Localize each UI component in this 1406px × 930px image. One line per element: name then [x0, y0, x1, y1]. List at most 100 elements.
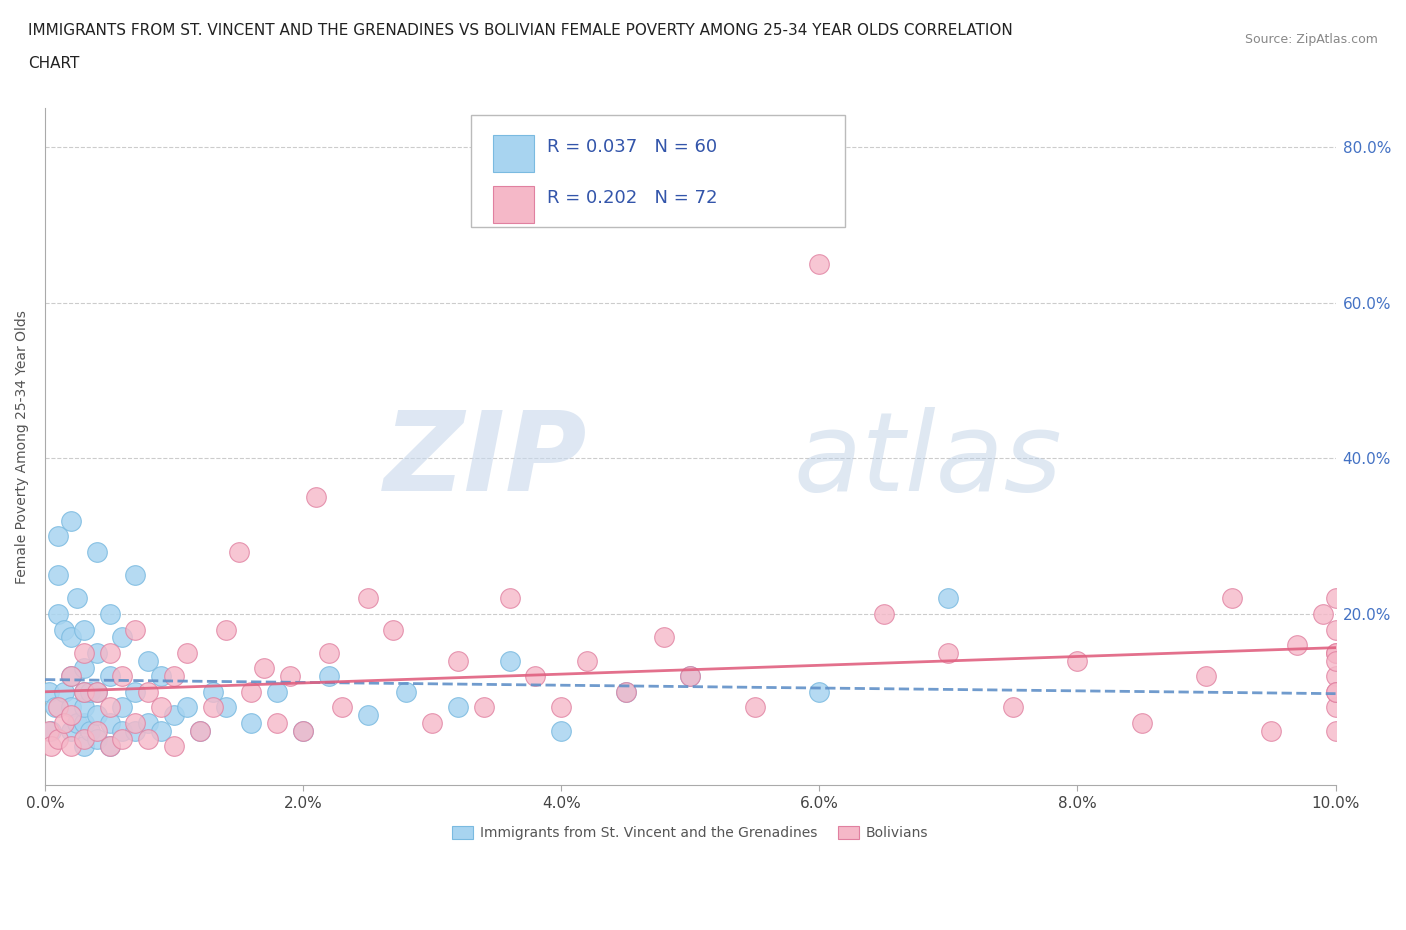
Bar: [494, 135, 534, 172]
Point: [46, 528, 69, 543]
Point: [98, 700, 121, 715]
Point: [150, 724, 173, 738]
Point: [136, 684, 159, 699]
Point: [163, 738, 186, 753]
Point: [150, 700, 173, 715]
Point: [59, 708, 82, 723]
Point: [318, 645, 340, 660]
Point: [46, 567, 69, 582]
Point: [86, 724, 108, 738]
Point: [1324, 653, 1347, 668]
Point: [356, 708, 378, 723]
Point: [550, 700, 572, 715]
Point: [447, 700, 470, 715]
Point: [86, 731, 108, 746]
Point: [382, 622, 405, 637]
Point: [73, 645, 96, 660]
Point: [420, 715, 443, 730]
Legend: Immigrants from St. Vincent and the Grenadines, Bolivians: Immigrants from St. Vincent and the Gren…: [447, 821, 934, 846]
Point: [1285, 638, 1308, 653]
Point: [524, 669, 547, 684]
Point: [266, 715, 288, 730]
Point: [124, 622, 146, 637]
Point: [59, 738, 82, 753]
Point: [136, 731, 159, 746]
Point: [73, 684, 96, 699]
Point: [679, 669, 702, 684]
FancyBboxPatch shape: [471, 114, 845, 227]
Point: [46, 731, 69, 746]
Point: [98, 645, 121, 660]
Point: [86, 684, 108, 699]
Point: [66, 715, 89, 730]
Point: [176, 700, 198, 715]
Point: [318, 669, 340, 684]
Point: [46, 606, 69, 621]
Point: [79, 724, 101, 738]
Point: [73, 684, 96, 699]
Point: [38, 684, 60, 699]
Point: [1324, 591, 1347, 605]
Point: [73, 715, 96, 730]
Point: [98, 738, 121, 753]
Point: [59, 700, 82, 715]
Point: [614, 684, 637, 699]
Point: [46, 700, 69, 715]
Y-axis label: Female Poverty Among 25-34 Year Olds: Female Poverty Among 25-34 Year Olds: [15, 310, 30, 583]
Text: R = 0.202   N = 72: R = 0.202 N = 72: [547, 190, 717, 207]
Point: [214, 622, 236, 637]
Point: [1130, 715, 1153, 730]
Point: [59, 669, 82, 684]
Point: [124, 715, 146, 730]
Point: [41, 724, 63, 738]
Point: [53, 622, 76, 637]
Point: [124, 724, 146, 738]
Point: [1324, 645, 1347, 660]
Point: [1324, 669, 1347, 684]
Point: [292, 724, 315, 738]
Point: [744, 700, 766, 715]
Point: [654, 630, 676, 644]
Point: [214, 700, 236, 715]
Point: [136, 653, 159, 668]
Point: [73, 700, 96, 715]
Point: [938, 591, 960, 605]
Point: [1324, 622, 1347, 637]
Point: [240, 684, 263, 699]
Point: [53, 715, 76, 730]
Text: R = 0.037   N = 60: R = 0.037 N = 60: [547, 139, 717, 156]
Text: IMMIGRANTS FROM ST. VINCENT AND THE GRENADINES VS BOLIVIAN FEMALE POVERTY AMONG : IMMIGRANTS FROM ST. VINCENT AND THE GREN…: [28, 23, 1012, 38]
Point: [41, 738, 63, 753]
Point: [356, 591, 378, 605]
Point: [124, 684, 146, 699]
Point: [111, 630, 134, 644]
Point: [59, 630, 82, 644]
Point: [266, 684, 288, 699]
Point: [472, 700, 495, 715]
Point: [498, 591, 520, 605]
Point: [201, 700, 224, 715]
Point: [550, 724, 572, 738]
Point: [1066, 653, 1088, 668]
Point: [228, 544, 250, 559]
Point: [98, 669, 121, 684]
Point: [86, 544, 108, 559]
Point: [59, 724, 82, 738]
Point: [86, 708, 108, 723]
Point: [86, 645, 108, 660]
Point: [188, 724, 211, 738]
Text: Source: ZipAtlas.com: Source: ZipAtlas.com: [1244, 33, 1378, 46]
Point: [111, 669, 134, 684]
Point: [305, 490, 328, 505]
Point: [73, 622, 96, 637]
Point: [38, 724, 60, 738]
Point: [1312, 606, 1334, 621]
Point: [1260, 724, 1282, 738]
Point: [53, 684, 76, 699]
Point: [111, 724, 134, 738]
Point: [98, 606, 121, 621]
Point: [292, 724, 315, 738]
Point: [73, 731, 96, 746]
Point: [808, 257, 831, 272]
Point: [576, 653, 599, 668]
